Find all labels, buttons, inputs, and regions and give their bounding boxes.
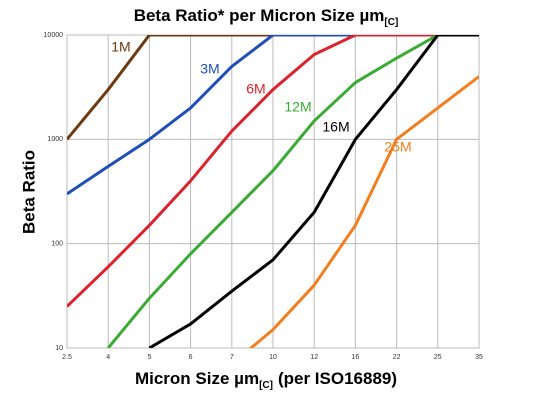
x-tick-label: 5: [147, 354, 151, 361]
y-tick-label: 100: [51, 241, 63, 248]
series-line: [67, 35, 479, 141]
x-label-suffix: (per ISO16889): [278, 369, 397, 388]
x-axis-label: Micron Size µm[C] (per ISO16889): [135, 369, 397, 390]
series-label: 3M: [200, 61, 219, 77]
series-line: [248, 75, 479, 348]
x-tick-label: 7: [230, 354, 234, 361]
x-label-main: Micron Size µm: [135, 369, 259, 388]
series-label: 25M: [384, 139, 411, 155]
series-label: 12M: [284, 99, 311, 115]
title-main: Beta Ratio* per Micron Size µm: [134, 6, 385, 25]
y-tick-label: 10000: [44, 32, 64, 39]
x-tick-label: 16: [352, 354, 360, 361]
series-label: 16M: [322, 119, 349, 135]
series-label: 1M: [111, 39, 130, 55]
title-subscript: [C]: [384, 17, 398, 28]
series-line: [107, 35, 479, 348]
x-tick-label: 35: [475, 354, 483, 361]
y-tick-label: 10: [55, 345, 63, 352]
series-line: [67, 35, 479, 196]
lines: [67, 35, 479, 348]
chart-title: Beta Ratio* per Micron Size µm[C]: [134, 6, 399, 27]
y-tick-label: 1000: [47, 136, 63, 143]
x-tick-label: 10: [269, 354, 277, 361]
x-tick-label: 6: [189, 354, 193, 361]
y-axis-label: Beta Ratio: [19, 150, 38, 234]
x-tick-label: 12: [310, 354, 318, 361]
grid: 2.5 4 5 6 7 10 12 16 22 25 35 10 100 1000 10000: [44, 32, 483, 361]
series-line: [67, 35, 479, 308]
x-tick-label: 4: [106, 354, 110, 361]
x-tick-label: 22: [393, 354, 401, 361]
x-tick-label: 25: [434, 354, 442, 361]
series-line: [148, 35, 479, 348]
series-labels: 1M 3M 6M 12M 16M 25M: [111, 39, 411, 155]
x-label-subscript: [C]: [259, 380, 273, 391]
series-label: 6M: [246, 81, 265, 97]
x-tick-label: 2.5: [62, 354, 72, 361]
